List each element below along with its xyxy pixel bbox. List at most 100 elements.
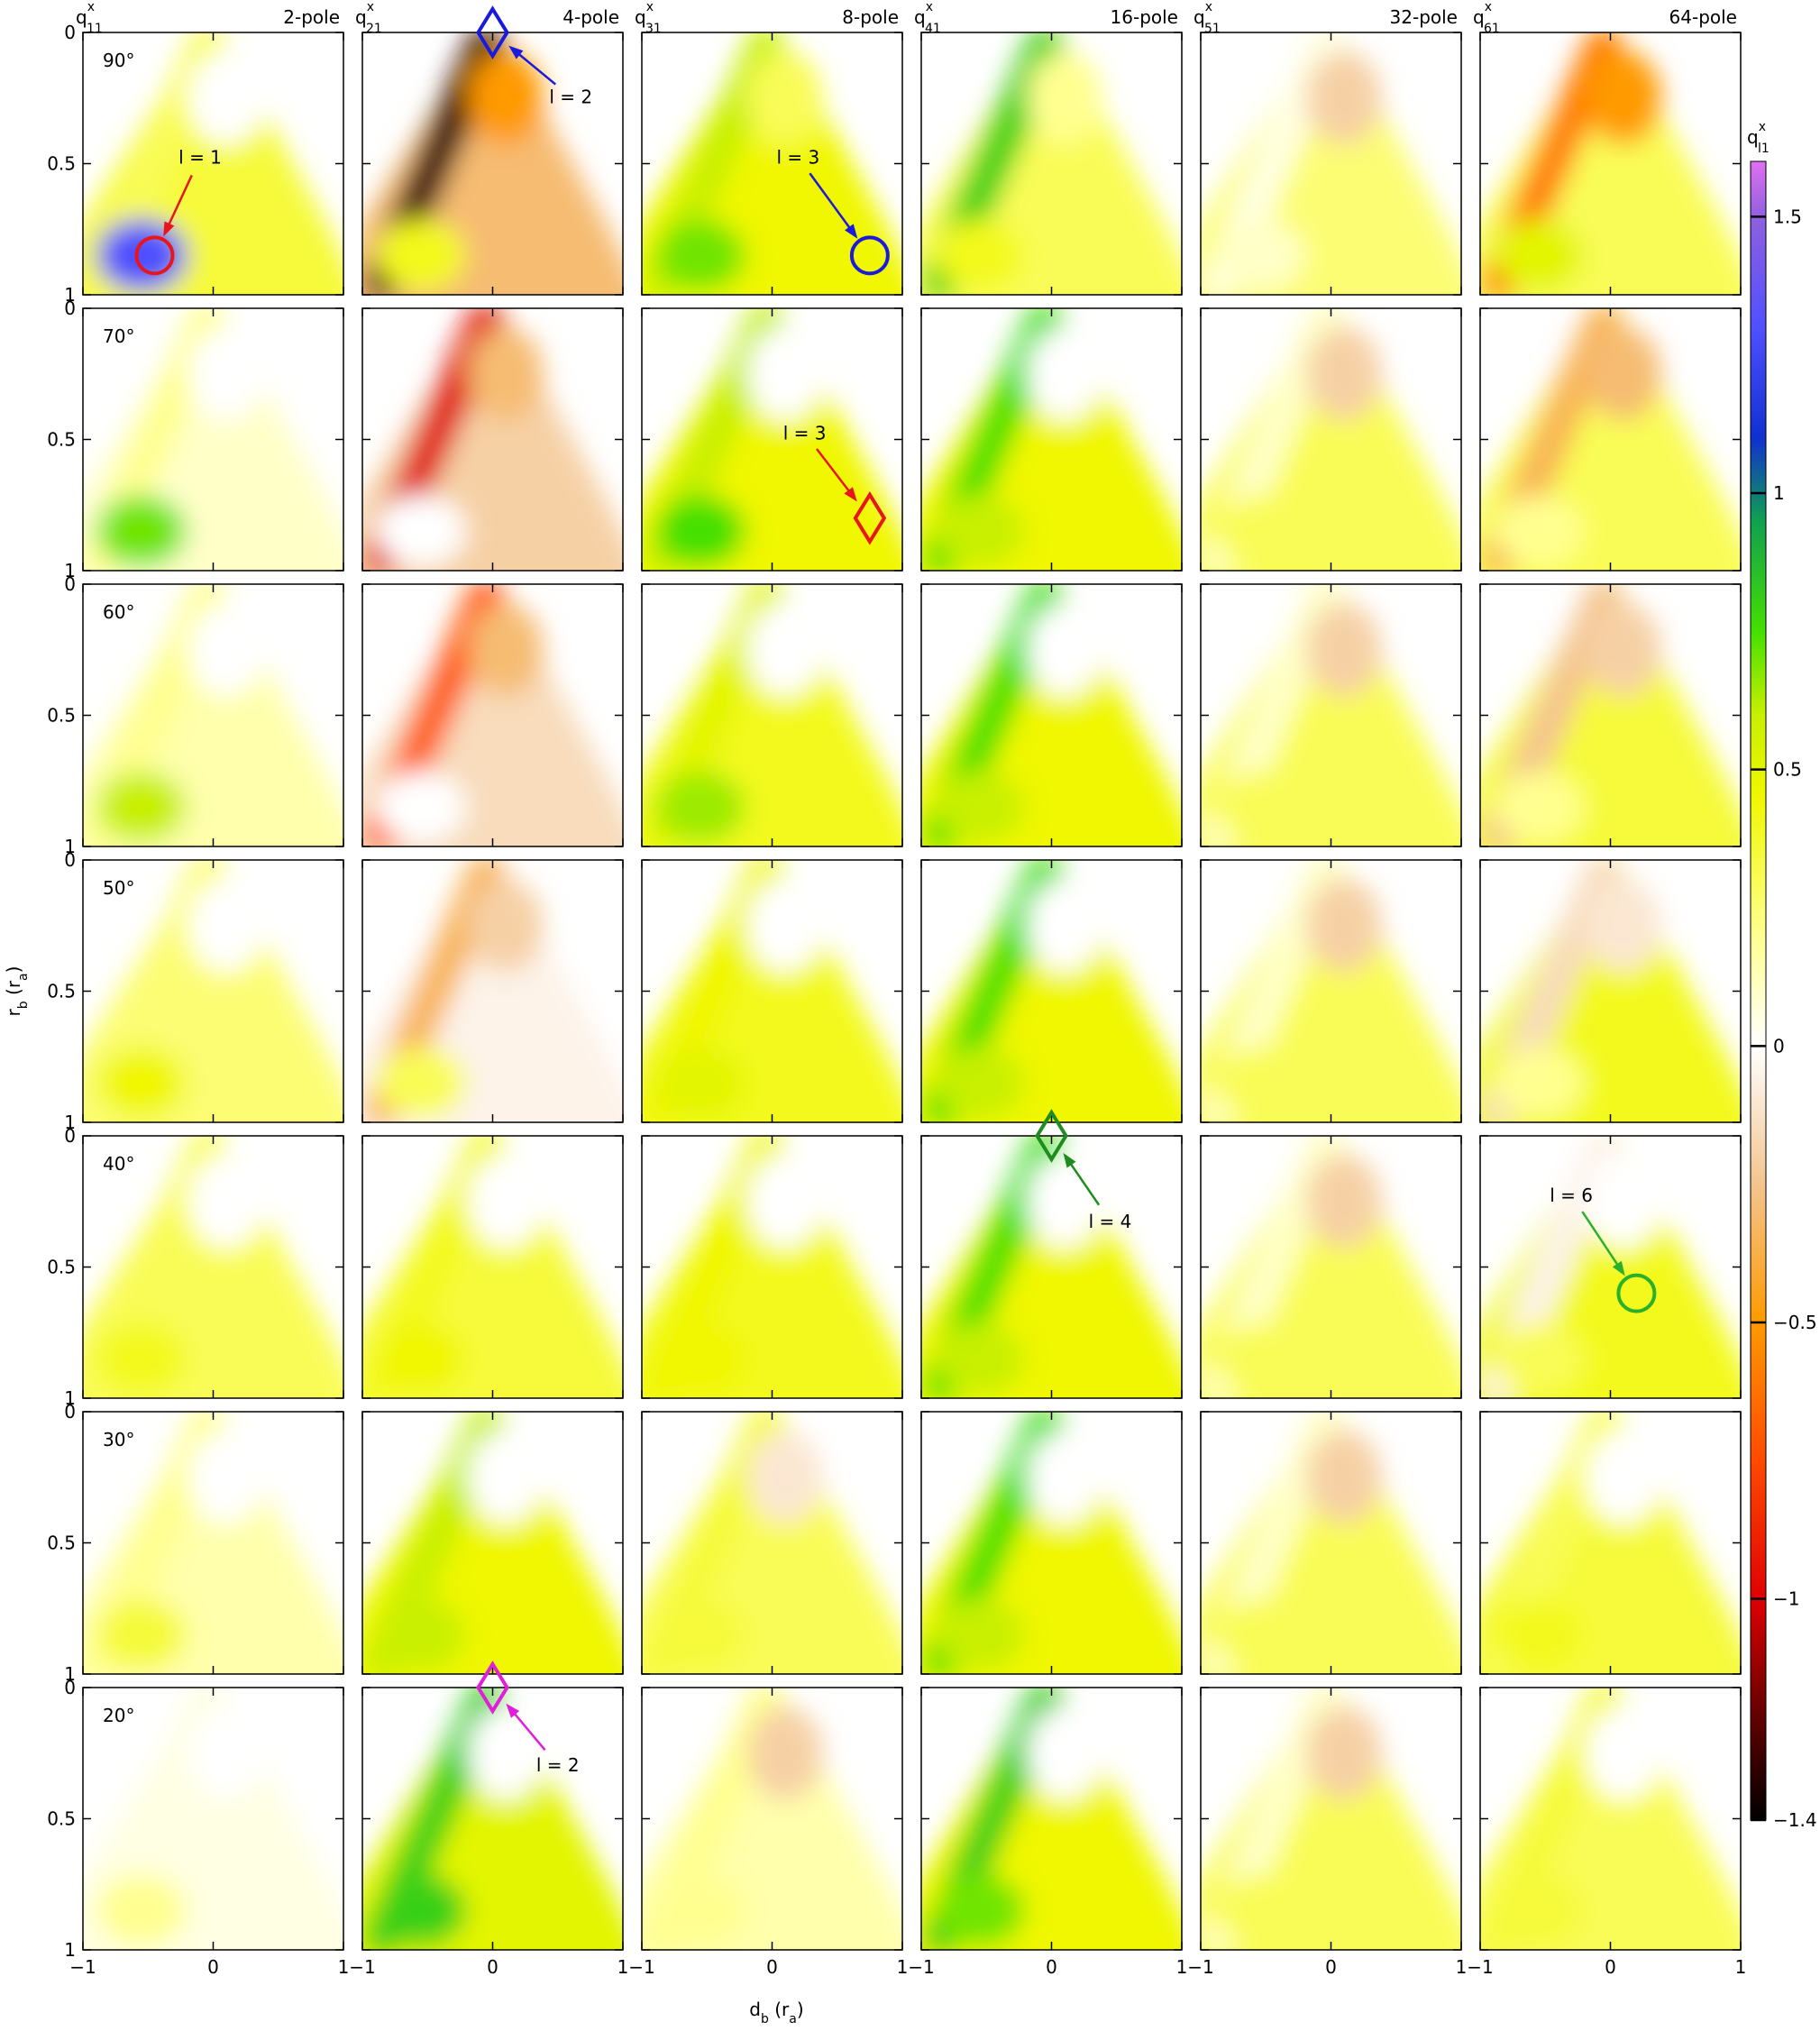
corner [655,495,746,568]
panel [83,860,343,1122]
annotation-arrowhead [845,224,858,239]
corner [376,1598,467,1671]
spot [1305,326,1382,421]
column-symbol-symbol: q [1473,6,1485,28]
panel-field [1201,1412,1461,1674]
column-symbol-sup: x [87,0,95,14]
panel [362,1412,623,1674]
panel [921,1412,1182,1674]
annotation-text: l = 4 [1089,1211,1132,1232]
y-tick-label: 1 [64,284,76,306]
panel-field [642,32,902,295]
column-symbol-sup: x [926,0,933,14]
spot [1026,50,1102,145]
panel-field [362,1412,623,1674]
panel-field [83,1688,343,1950]
x-axis-label-part: ) [797,1999,804,2020]
row-label: 70° [103,325,134,347]
column-symbol: qx 31 [635,0,662,36]
panel [642,1136,902,1398]
x-tick-label: 0 [207,1956,219,1978]
column-symbol-sub: 21 [366,22,382,36]
x-axis-label-part: b [761,2012,769,2026]
x-tick-label: 1 [897,1956,909,1978]
spot [1026,602,1102,697]
panel-field [642,308,902,571]
panel-field [921,584,1182,846]
panel [921,32,1182,295]
annotation-text: l = 2 [536,1754,580,1776]
x-tick-label: −1 [69,1956,96,1978]
spot [1585,1154,1661,1249]
annotation-text: l = 3 [777,147,820,169]
panel [1201,1412,1461,1674]
spot [1305,878,1382,973]
panel-field [1201,32,1461,295]
column-symbol: qx 11 [76,0,103,36]
colorbar-tick-label: −1 [1773,1588,1799,1610]
corner [655,1322,746,1395]
panel-field [1480,860,1741,1122]
annotation-arrow [809,172,854,233]
annotation-arrow [816,448,853,496]
row-label: 40° [103,1153,134,1175]
panel-field [83,1412,343,1674]
x-tick-label: −1 [349,1956,375,1978]
column-symbol-sup: x [646,0,654,14]
corner [935,771,1026,844]
colorbar-label: qx l1 [1747,120,1770,156]
y-tick-label: 0 [64,1125,76,1147]
corner [376,1322,467,1395]
panel-field [83,308,343,571]
corner [1214,495,1305,568]
y-tick-label: 0.5 [47,153,76,175]
panel [362,1136,623,1398]
panel [83,308,343,571]
y-axis-label-part: ) [3,966,24,974]
column-symbol-sub: 41 [925,22,941,36]
row-label: 50° [103,877,134,899]
corner [376,1047,467,1120]
corner [1214,1874,1305,1947]
annotation-text: l = 6 [1550,1185,1593,1206]
panel-field [1480,1688,1741,1950]
spot [1026,1154,1102,1249]
annotation-arrowhead [163,221,175,237]
panel-field [1480,1136,1741,1398]
panel [1480,1412,1741,1674]
panel [642,32,902,295]
column-symbol: qx 21 [355,0,382,36]
column-symbol: qx 61 [1473,0,1500,36]
panel-field [1201,860,1461,1122]
annotation-text: l = 2 [549,87,592,108]
x-axis-label-part: a [789,2012,797,2026]
column-symbol-sub: 61 [1484,22,1500,36]
colorbar-label-sup: x [1759,120,1766,134]
x-tick-label: 0 [1605,1956,1616,1978]
annotation-arrow [166,174,193,229]
spot [746,1430,823,1524]
column-symbol-symbol: q [914,6,926,28]
colorbar-label-symbol: q [1747,126,1759,148]
corner [935,219,1026,292]
panel [921,584,1182,846]
panel-field [921,1136,1182,1398]
corner [96,1322,187,1395]
corner [1214,219,1305,292]
column-symbol: qx 51 [1194,0,1221,36]
corner [376,771,467,844]
spot [1585,1706,1661,1800]
spot [467,1430,544,1524]
corner [1214,1598,1305,1671]
corner [655,1874,746,1947]
panel [83,584,343,846]
annotation-arrow [1581,1211,1622,1269]
column-name: 64-pole [1669,6,1737,28]
spot [467,878,544,973]
colorbar-tick-label: 1.5 [1773,206,1802,227]
spot [1026,1706,1102,1800]
column-symbol-sub: 11 [87,22,103,36]
panel-field [642,1412,902,1674]
x-tick-label: 1 [1456,1956,1468,1978]
